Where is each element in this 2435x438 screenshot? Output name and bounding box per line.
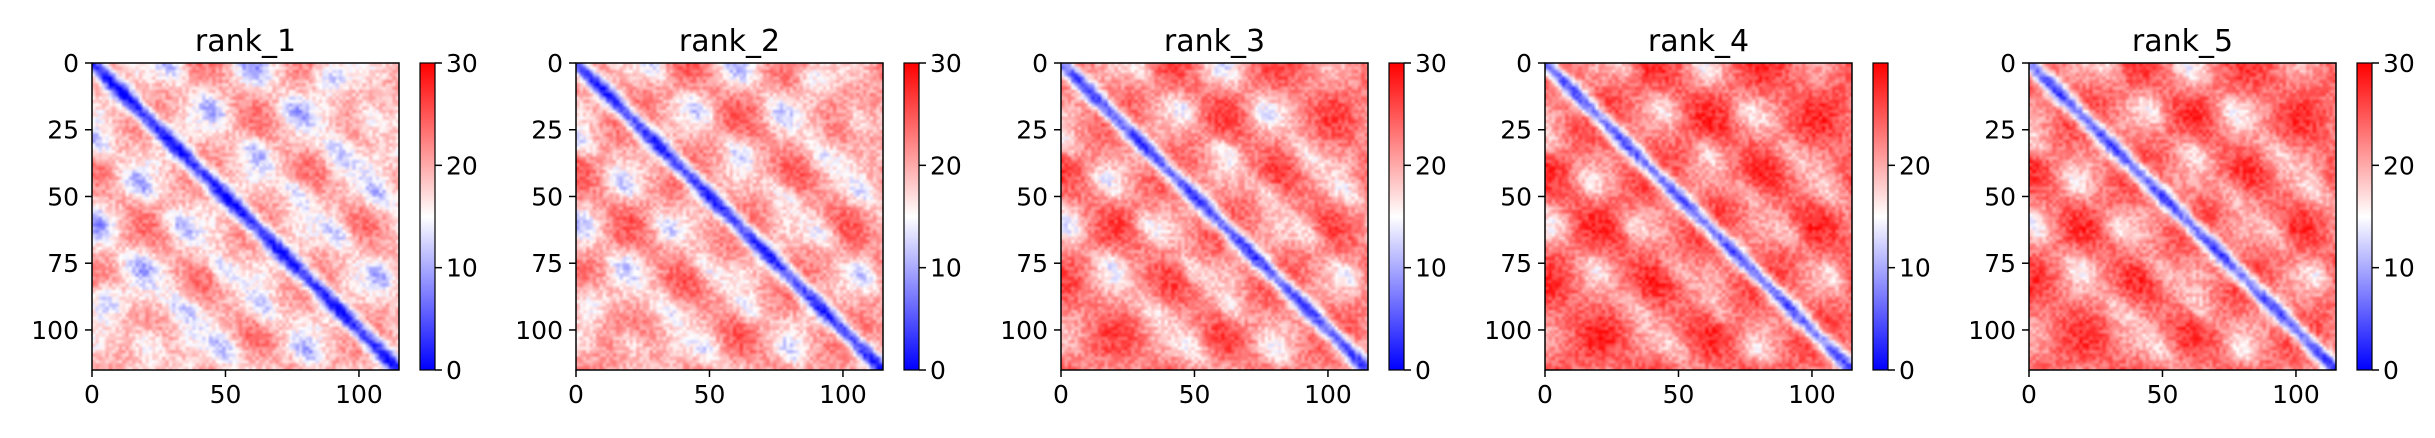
y-tick-label: 100 xyxy=(31,316,79,345)
y-tick-label: 0 xyxy=(1516,49,1532,78)
colorbar-tick-label: 10 xyxy=(2383,254,2415,283)
x-tick-label: 0 xyxy=(84,380,100,409)
x-tick-label: 100 xyxy=(335,380,383,409)
y-tick-label: 100 xyxy=(515,316,563,345)
heatmap-image xyxy=(1061,63,1368,370)
chart-title: rank_4 xyxy=(1648,24,1749,59)
colorbar xyxy=(903,62,920,371)
y-tick-label: 100 xyxy=(1484,316,1532,345)
x-tick-label: 50 xyxy=(1663,380,1695,409)
x-tick-label: 50 xyxy=(210,380,242,409)
x-tick-label: 100 xyxy=(819,380,867,409)
y-tick-label: 25 xyxy=(1016,116,1048,145)
plot-frame xyxy=(575,62,884,371)
y-tick-label: 25 xyxy=(47,116,79,145)
chart-title: rank_1 xyxy=(195,24,296,59)
x-tick-label: 100 xyxy=(1304,380,1352,409)
chart-title: rank_3 xyxy=(1164,24,1265,59)
heatmap-image xyxy=(576,63,883,370)
y-tick-label: 25 xyxy=(1500,116,1532,145)
heatmap-panel-3: rank_3 0 50 100 0 25 50 75 100 0 10 20 30 xyxy=(1000,24,1447,409)
colorbar-tick-label: 10 xyxy=(1415,254,1447,283)
colorbar-tick-label: 0 xyxy=(930,356,946,385)
y-tick-label: 100 xyxy=(1968,316,2016,345)
colorbar xyxy=(2356,62,2373,371)
y-tick-label: 75 xyxy=(1984,249,2016,278)
chart-title: rank_5 xyxy=(2132,24,2233,59)
plot-frame xyxy=(1060,62,1369,371)
colorbar xyxy=(1388,62,1405,371)
colorbar-tick-label: 20 xyxy=(930,151,962,180)
x-tick-label: 50 xyxy=(2147,380,2179,409)
y-tick-label: 75 xyxy=(1500,249,1532,278)
plot-frame xyxy=(2028,62,2337,371)
y-tick-label: 50 xyxy=(1016,182,1048,211)
x-tick-label: 100 xyxy=(2272,380,2320,409)
y-tick-label: 50 xyxy=(47,182,79,211)
heatmap-image xyxy=(92,63,399,370)
colorbar-tick-label: 30 xyxy=(446,49,478,78)
colorbar xyxy=(1872,62,1889,371)
heatmap-panel-4: rank_4 0 50 100 0 25 50 75 100 0 10 20 xyxy=(1484,24,1931,409)
x-tick-label: 100 xyxy=(1788,380,1836,409)
colorbar-tick-label: 0 xyxy=(2383,356,2399,385)
y-tick-label: 0 xyxy=(63,49,79,78)
x-tick-label: 0 xyxy=(568,380,584,409)
colorbar-tick-label: 0 xyxy=(1415,356,1431,385)
y-tick-label: 75 xyxy=(531,249,563,278)
colorbar-tick-label: 20 xyxy=(1899,151,1931,180)
x-tick-label: 0 xyxy=(1053,380,1069,409)
heatmap-panel-2: rank_2 0 50 100 0 25 50 75 100 0 10 20 30 xyxy=(515,24,962,409)
y-tick-label: 50 xyxy=(1984,182,2016,211)
colorbar-tick-label: 20 xyxy=(2383,151,2415,180)
colorbar-tick-label: 0 xyxy=(446,356,462,385)
colorbar-tick-label: 30 xyxy=(2383,49,2415,78)
y-tick-label: 25 xyxy=(531,116,563,145)
y-tick-label: 100 xyxy=(1000,316,1048,345)
colorbar-tick-label: 20 xyxy=(1415,151,1447,180)
colorbar-tick-label: 0 xyxy=(1899,356,1915,385)
x-tick-label: 50 xyxy=(694,380,726,409)
heatmap-panel-5: rank_5 0 50 100 0 25 50 75 100 0 10 20 30 xyxy=(1968,24,2415,409)
colorbar-tick-label: 30 xyxy=(930,49,962,78)
colorbar xyxy=(419,62,436,371)
chart-title: rank_2 xyxy=(679,24,780,59)
y-tick-label: 0 xyxy=(1032,49,1048,78)
y-tick-label: 0 xyxy=(2000,49,2016,78)
colorbar-tick-label: 10 xyxy=(1899,254,1931,283)
heatmap-panel-1: rank_1 0 50 100 0 25 50 75 100 0 10 20 30 xyxy=(31,24,478,409)
colorbar-tick-label: 10 xyxy=(930,254,962,283)
colorbar-tick-label: 10 xyxy=(446,254,478,283)
y-tick-label: 25 xyxy=(1984,116,2016,145)
plot-frame xyxy=(91,62,400,371)
heatmap-image xyxy=(2029,63,2336,370)
x-tick-label: 0 xyxy=(2021,380,2037,409)
y-tick-label: 50 xyxy=(1500,182,1532,211)
y-tick-label: 0 xyxy=(547,49,563,78)
colorbar-tick-label: 20 xyxy=(446,151,478,180)
y-tick-label: 50 xyxy=(531,182,563,211)
y-tick-label: 75 xyxy=(1016,249,1048,278)
x-tick-label: 50 xyxy=(1179,380,1211,409)
x-tick-label: 0 xyxy=(1537,380,1553,409)
colorbar-tick-label: 30 xyxy=(1415,49,1447,78)
plot-frame xyxy=(1544,62,1853,371)
heatmap-image xyxy=(1545,63,1852,370)
y-tick-label: 75 xyxy=(47,249,79,278)
